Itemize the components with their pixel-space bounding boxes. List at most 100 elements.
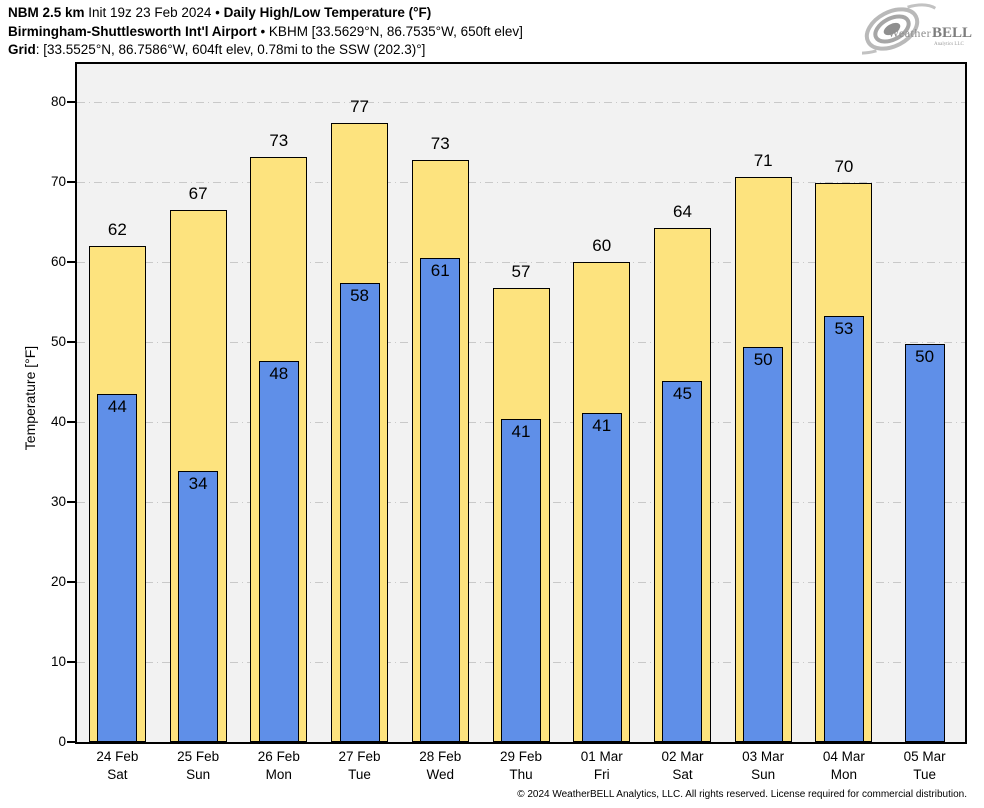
- chart-header: NBM 2.5 km Init 19z 23 Feb 2024 • Daily …: [8, 4, 523, 60]
- low-value-label: 50: [753, 349, 773, 369]
- low-value-label: 48: [269, 364, 289, 384]
- low-value-label: 41: [511, 421, 531, 441]
- y-axis-title: Temperature [°F]: [22, 345, 38, 451]
- x-tick-label: 02 Mar Sat: [661, 748, 703, 784]
- header-line-1: NBM 2.5 km Init 19z 23 Feb 2024 • Daily …: [8, 4, 523, 23]
- logo-subtext: Analytics LLC: [934, 42, 965, 47]
- y-tick-mark: [67, 261, 75, 263]
- x-tick-label: 03 Mar Sun: [742, 748, 784, 784]
- x-tick-date: 28 Feb: [419, 749, 462, 764]
- x-tick-day: Sat: [672, 767, 693, 782]
- low-value-label: 50: [915, 346, 935, 366]
- x-tick-label: 27 Feb Tue: [339, 748, 381, 784]
- x-tick-date: 25 Feb: [177, 749, 220, 764]
- high-value-label: 73: [269, 131, 289, 151]
- y-tick-mark: [67, 741, 75, 743]
- gridline: [77, 261, 965, 263]
- y-tick-label: 10: [50, 654, 66, 669]
- x-tick-label: 24 Feb Sat: [96, 748, 138, 784]
- grid-details: : [33.5525°N, 86.7586°W, 604ft elev, 0.7…: [35, 42, 426, 57]
- x-tick-day: Sun: [186, 767, 211, 782]
- x-tick-label: 25 Feb Sun: [177, 748, 219, 784]
- logo-text-weather: Weather: [888, 26, 931, 40]
- low-value-label: 44: [107, 397, 127, 416]
- low-value-label: 58: [350, 285, 369, 305]
- x-tick-label: 28 Feb Wed: [419, 748, 461, 784]
- high-value-label: 60: [592, 236, 612, 255]
- high-value-label: 70: [834, 156, 854, 176]
- y-tick-mark: [67, 101, 75, 103]
- header-line-2: Birmingham-Shuttlesworth Int'l Airport •…: [8, 23, 523, 42]
- y-tick-mark: [67, 501, 75, 503]
- plot-area: 62 67 73 77 73 57 60 64 71 70 44 34 48 58 61 41 41 45 50 53…: [75, 62, 967, 744]
- x-tick-day: Tue: [348, 767, 371, 782]
- high-value-label: 71: [753, 151, 773, 171]
- low-value-label: 45: [672, 384, 692, 404]
- x-tick-date: 02 Mar: [661, 749, 704, 764]
- x-tick-date: 04 Mar: [822, 749, 865, 764]
- y-tick-mark: [67, 581, 75, 583]
- copyright-notice: © 2024 WeatherBELL Analytics, LLC. All r…: [517, 789, 967, 800]
- y-tick-mark: [67, 341, 75, 343]
- low-bar: [581, 413, 622, 742]
- low-bar: [178, 470, 219, 742]
- gridline: [77, 101, 965, 103]
- low-value-label: 34: [188, 473, 208, 493]
- y-tick-mark: [67, 181, 75, 183]
- low-bar: [339, 282, 380, 742]
- x-tick-day: Mon: [830, 767, 858, 782]
- x-tick-date: 24 Feb: [96, 749, 139, 764]
- y-tick-label: 50: [50, 334, 66, 349]
- low-value-label: 53: [834, 319, 854, 339]
- high-value-label: 67: [188, 184, 208, 203]
- x-tick-day: Mon: [265, 767, 292, 782]
- y-tick-label: 30: [50, 494, 66, 509]
- high-value-label: 57: [511, 262, 531, 282]
- x-tick-date: 26 Feb: [257, 749, 300, 764]
- x-tick-day: Sat: [107, 767, 128, 782]
- low-bar: [662, 381, 703, 742]
- low-bar: [97, 394, 138, 742]
- x-tick-day: Wed: [426, 767, 455, 782]
- header-line-3: Grid: [33.5525°N, 86.7586°W, 604ft elev,…: [8, 41, 523, 60]
- y-tick-label: 40: [50, 414, 66, 429]
- x-tick-label: 04 Mar Mon: [823, 748, 865, 784]
- x-tick-label: 26 Feb Mon: [258, 748, 300, 784]
- gridline: [77, 181, 965, 183]
- y-tick-label: 70: [50, 174, 66, 189]
- x-tick-day: Sun: [751, 767, 776, 782]
- x-tick-label: 01 Mar Fri: [581, 748, 623, 784]
- station-name: Birmingham-Shuttlesworth Int'l Airport: [8, 23, 257, 39]
- product-name: Daily High/Low Temperature (°F): [223, 5, 432, 20]
- high-value-label: 64: [672, 202, 692, 222]
- y-tick-label: 60: [50, 254, 66, 269]
- y-tick-label: 80: [50, 94, 66, 109]
- x-tick-date: 27 Feb: [338, 749, 381, 764]
- high-value-label: 77: [350, 96, 369, 116]
- low-bar: [501, 418, 541, 742]
- x-tick-day: Thu: [509, 767, 533, 782]
- logo-text-bell: BELL: [932, 25, 972, 41]
- low-bar: [823, 316, 864, 742]
- y-tick-mark: [67, 421, 75, 423]
- x-tick-label: 05 Mar Tue: [904, 748, 946, 784]
- x-tick-date: 05 Mar: [903, 749, 946, 764]
- high-value-label: 62: [107, 220, 127, 239]
- high-value-label: 73: [430, 134, 450, 154]
- hurricane-swirl-icon: [862, 3, 937, 55]
- low-bar: [904, 343, 945, 742]
- y-tick-label: 20: [50, 574, 66, 589]
- y-tick-label: 0: [58, 734, 66, 749]
- x-tick-date: 01 Mar: [580, 749, 623, 764]
- low-bar: [743, 346, 784, 742]
- x-tick-date: 03 Mar: [742, 749, 785, 764]
- low-value-label: 41: [592, 416, 612, 436]
- x-tick-date: 29 Feb: [499, 749, 543, 764]
- x-tick-day: Fri: [593, 767, 610, 782]
- x-tick-label: 29 Feb Thu: [500, 748, 542, 784]
- station-details: • KBHM [33.5629°N, 86.7535°W, 650ft elev…: [256, 23, 523, 39]
- model-name: NBM 2.5 km: [8, 5, 85, 20]
- low-value-label: 61: [430, 261, 450, 280]
- low-bar: [420, 258, 461, 742]
